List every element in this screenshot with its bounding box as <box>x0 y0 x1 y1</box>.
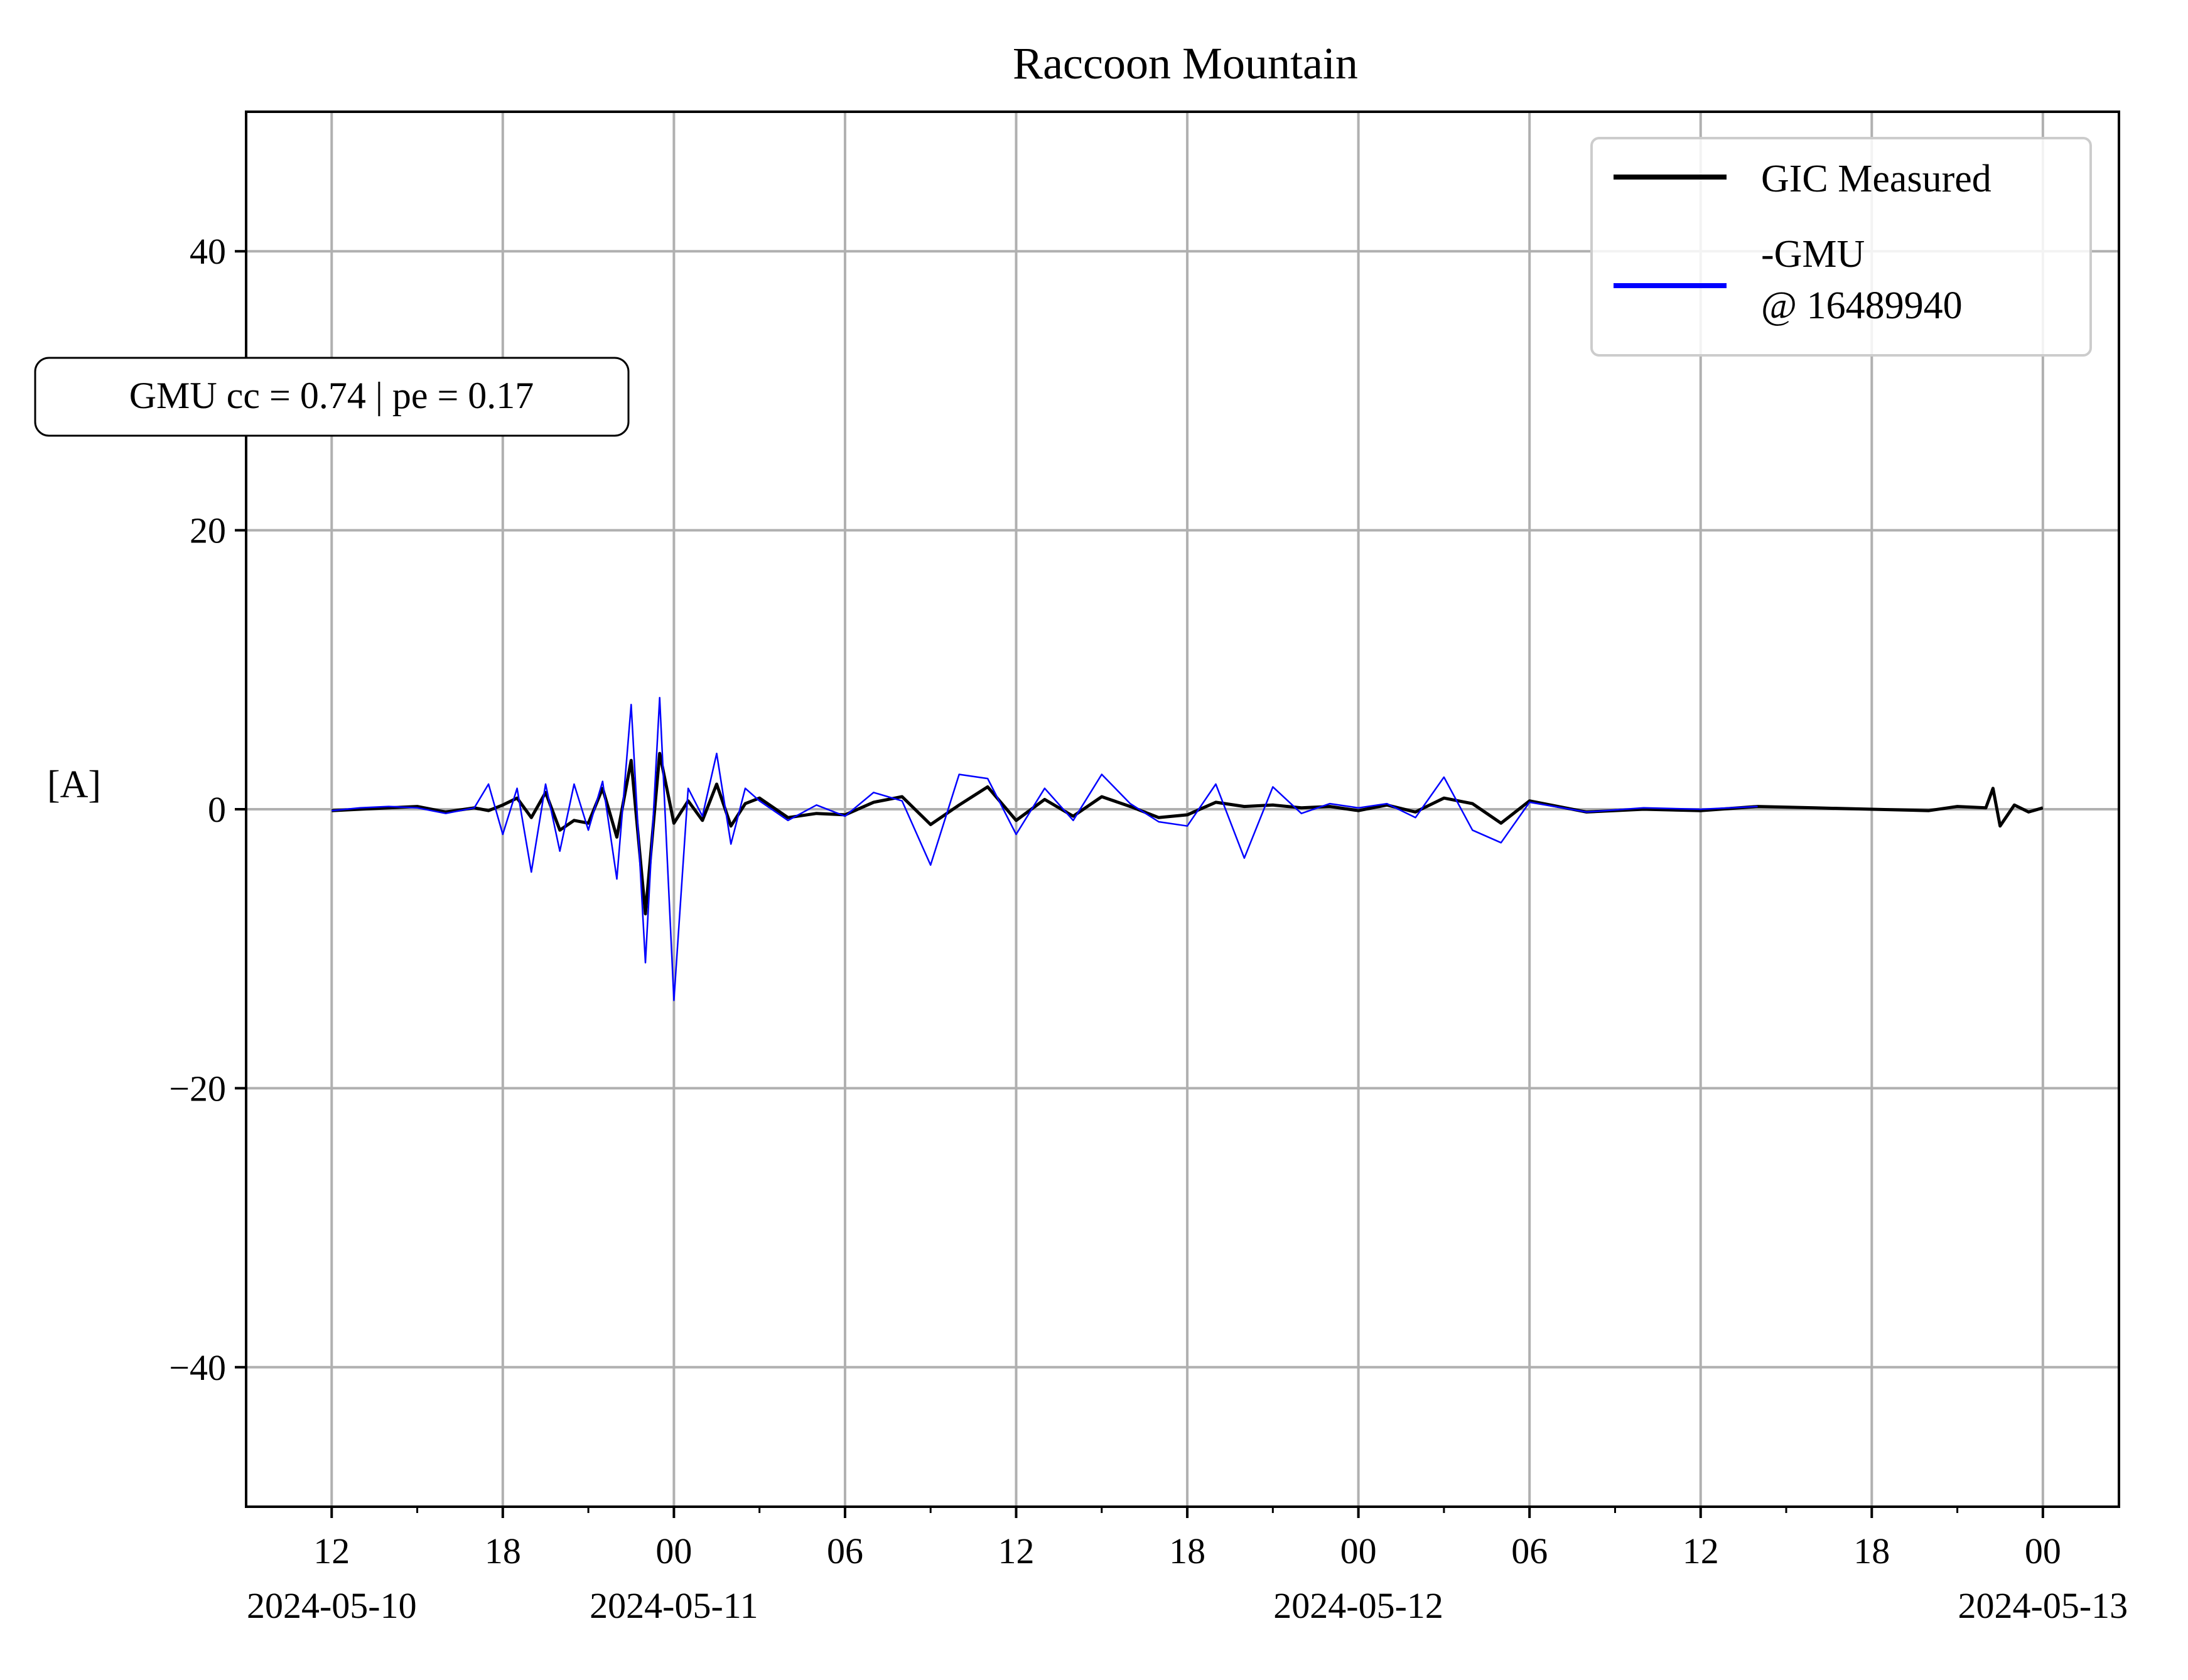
legend-label-gmu: -GMU @ 16489940 <box>1761 233 1963 327</box>
x-tick-label: 00 <box>1340 1531 1377 1571</box>
x-tick-label: 18 <box>1853 1531 1890 1571</box>
x-tick-date-label: 2024-05-10 <box>247 1585 417 1626</box>
annotation-box <box>34 357 630 437</box>
y-tick-label: 20 <box>190 510 226 551</box>
x-tick-label: 18 <box>1169 1531 1205 1571</box>
x-tick-label: 06 <box>1511 1531 1548 1571</box>
x-axis: 12 2024-05-10 18 00 2024-05-11 06 12 18 00 2024-0… <box>247 1507 2128 1626</box>
x-tick-date-label: 2024-05-11 <box>590 1585 758 1626</box>
y-axis: −40 −20 0 20 40 <box>169 231 246 1388</box>
legend-label-gic-measured: GIC Measured <box>1761 158 1991 200</box>
stats-annotation: GMU cc = 0.74 | pe = 0.17 <box>34 357 630 437</box>
x-tick-label: 00 <box>2025 1531 2061 1571</box>
legend-box <box>1590 137 2092 357</box>
legend-label-gmu-line: -GMU <box>1761 233 1865 276</box>
x-tick-label: 12 <box>998 1531 1035 1571</box>
plot-area <box>331 696 2044 1001</box>
annotation-text: GMU cc = 0.74 | pe = 0.17 <box>129 375 534 416</box>
x-tick-date-label: 2024-05-12 <box>1273 1585 1443 1626</box>
legend: GIC Measured -GMU @ 16489940 <box>1590 137 2092 357</box>
series-gic-measured-line <box>331 751 2044 916</box>
x-tick-label: 12 <box>1683 1531 1719 1571</box>
series-gmu-line <box>331 696 1758 1001</box>
y-tick-label: 40 <box>190 231 226 272</box>
x-tick-label: 00 <box>655 1531 692 1571</box>
x-tick-label: 18 <box>485 1531 521 1571</box>
x-tick-label: 06 <box>827 1531 863 1571</box>
y-axis-label: [A] <box>47 763 101 806</box>
y-tick-label: −20 <box>169 1068 226 1109</box>
chart-title: Raccoon Mountain <box>1013 38 1358 89</box>
x-tick-label: 12 <box>313 1531 350 1571</box>
y-tick-label: −40 <box>169 1347 226 1388</box>
y-tick-label: 0 <box>208 789 226 830</box>
legend-label-gmu-line: @ 16489940 <box>1761 284 1963 327</box>
x-tick-date-label: 2024-05-13 <box>1958 1585 2128 1626</box>
